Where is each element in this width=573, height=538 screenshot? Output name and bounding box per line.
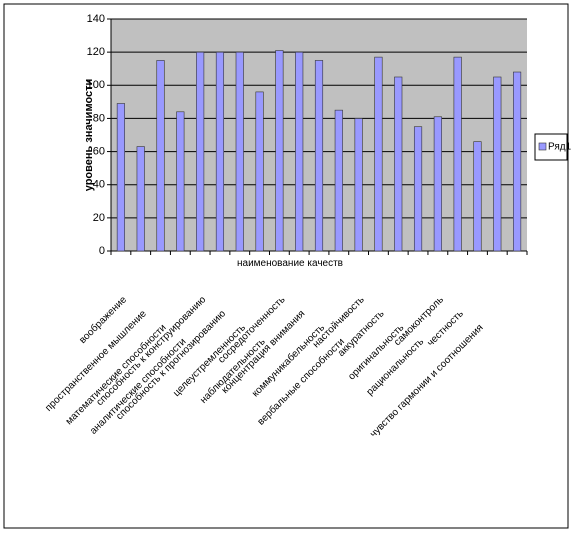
bar bbox=[215, 51, 225, 252]
y-tick-label: 140 bbox=[87, 13, 105, 25]
y-axis-title: уровень значимости bbox=[83, 79, 95, 192]
bar bbox=[235, 51, 244, 252]
y-tick-label: 40 bbox=[93, 179, 105, 191]
bar bbox=[314, 60, 324, 252]
bar bbox=[394, 76, 403, 252]
bar bbox=[136, 146, 145, 252]
bar bbox=[513, 71, 522, 252]
y-tick-label: 0 bbox=[99, 245, 105, 257]
bar bbox=[334, 109, 343, 252]
bar bbox=[433, 116, 442, 252]
bar bbox=[156, 60, 165, 252]
y-tick-label: 20 bbox=[93, 212, 105, 224]
legend-label: Ряд1 bbox=[548, 142, 572, 153]
bar bbox=[196, 51, 205, 252]
bar bbox=[493, 76, 502, 252]
bar bbox=[116, 103, 125, 252]
bar bbox=[295, 51, 304, 252]
y-tick-label: 80 bbox=[93, 112, 105, 124]
y-tick-label: 120 bbox=[87, 46, 105, 58]
bar bbox=[354, 118, 363, 252]
y-tick-label: 100 bbox=[87, 79, 105, 91]
bar bbox=[275, 50, 284, 252]
x-axis-title: наименование качеств bbox=[237, 258, 343, 269]
bar bbox=[473, 141, 482, 252]
y-tick-label: 60 bbox=[93, 145, 105, 157]
bar bbox=[255, 91, 264, 252]
bar bbox=[176, 111, 185, 252]
bar bbox=[413, 126, 423, 252]
bar bbox=[374, 56, 383, 252]
bar bbox=[453, 56, 462, 252]
legend-swatch bbox=[538, 142, 547, 151]
